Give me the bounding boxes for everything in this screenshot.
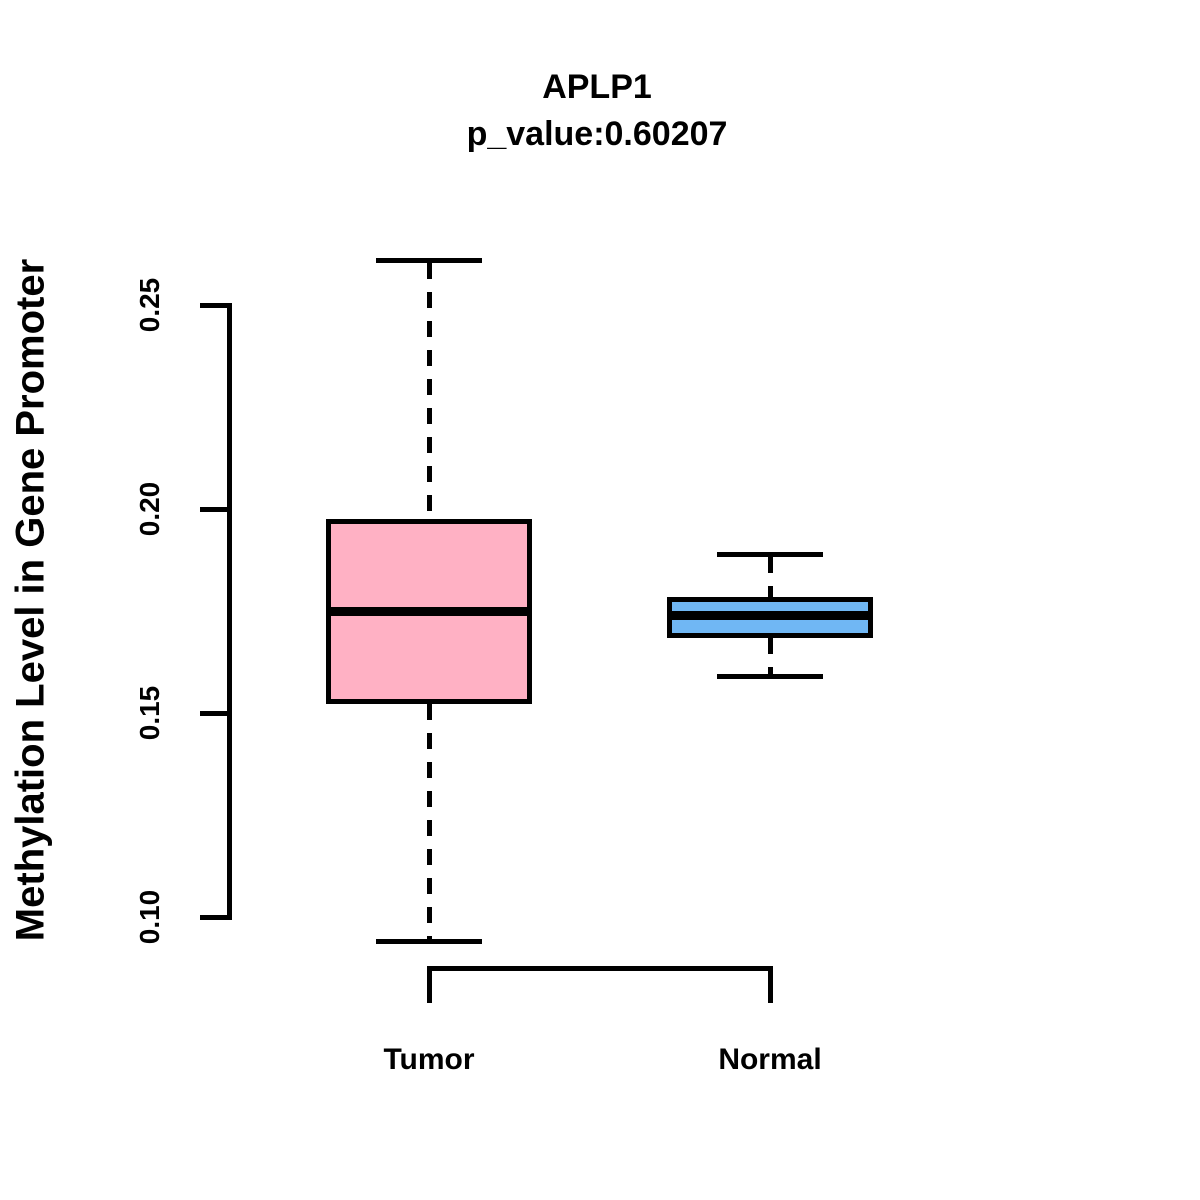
y-axis-tick	[200, 915, 229, 920]
category-label-tumor: Tumor	[383, 1043, 475, 1076]
median-line-tumor	[331, 607, 527, 616]
chart-title: APLP1	[542, 68, 652, 106]
y-tick-label: 0.15	[134, 685, 165, 741]
x-axis-tick	[427, 966, 432, 1003]
whisker-low-line-tumor	[427, 703, 432, 940]
y-axis-line	[227, 303, 232, 920]
median-line-normal	[672, 611, 868, 621]
chart-title-block: APLP1 p_value:0.60207	[297, 64, 897, 158]
chart-subtitle: p_value:0.60207	[466, 115, 728, 153]
whisker-high-line-tumor	[427, 263, 432, 520]
y-tick-label: 0.20	[134, 481, 165, 537]
whisker-low-cap-tumor	[376, 939, 482, 945]
x-axis-tick	[768, 966, 773, 1003]
x-axis-line	[427, 966, 773, 971]
whisker-low-line-normal	[768, 638, 773, 675]
y-tick-label: 0.25	[134, 277, 165, 333]
y-axis-tick	[200, 507, 229, 512]
y-tick-label: 0.10	[134, 889, 165, 945]
y-axis-tick	[200, 711, 229, 716]
y-axis-tick	[200, 303, 229, 308]
whisker-high-cap-tumor	[376, 258, 482, 264]
whisker-high-cap-normal	[717, 551, 823, 557]
whisker-high-line-normal	[768, 556, 773, 597]
category-label-normal: Normal	[718, 1043, 822, 1076]
whisker-low-cap-normal	[717, 674, 823, 680]
